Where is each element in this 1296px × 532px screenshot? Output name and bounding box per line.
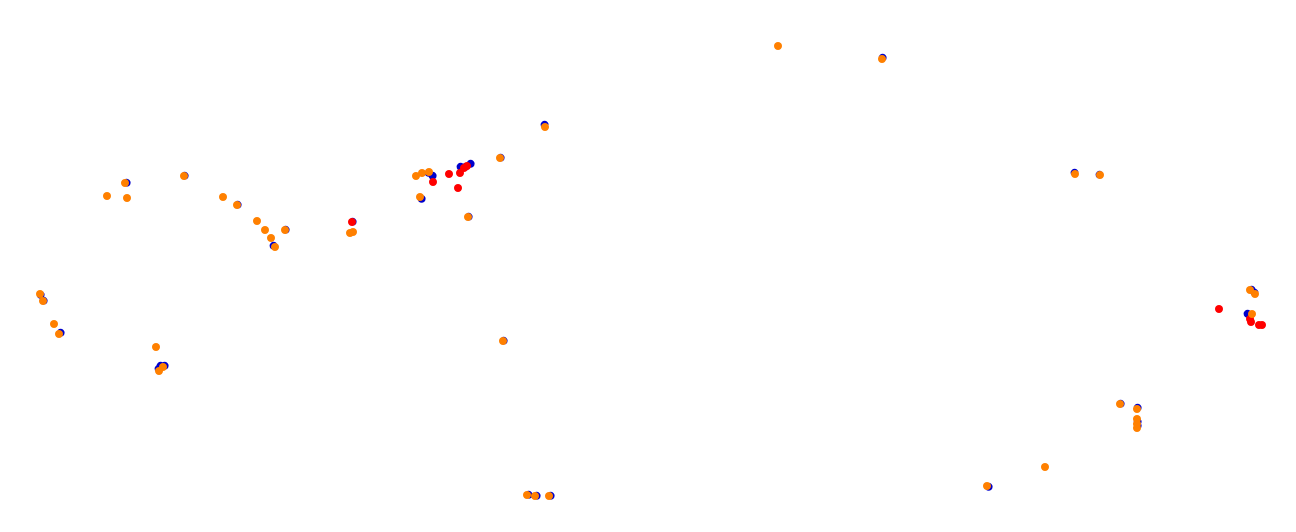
data-point xyxy=(774,42,782,50)
data-point xyxy=(261,226,269,234)
data-point xyxy=(1096,171,1104,179)
data-point xyxy=(233,201,241,209)
data-point xyxy=(1215,305,1223,313)
data-point xyxy=(418,169,426,177)
data-point xyxy=(39,297,47,305)
data-point xyxy=(1258,321,1266,329)
data-point xyxy=(219,193,227,201)
data-point xyxy=(159,363,167,371)
data-point xyxy=(1041,463,1049,471)
data-point xyxy=(454,184,462,192)
data-point xyxy=(425,168,433,176)
data-point xyxy=(1071,170,1079,178)
data-point xyxy=(349,228,357,236)
data-point xyxy=(545,492,553,500)
data-point xyxy=(55,330,63,338)
data-point xyxy=(1133,424,1141,432)
data-point xyxy=(429,178,437,186)
data-point xyxy=(541,123,549,131)
data-point xyxy=(983,482,991,490)
data-point xyxy=(463,162,471,170)
data-point xyxy=(253,217,261,225)
data-point xyxy=(267,234,275,242)
data-point xyxy=(348,218,356,226)
data-point xyxy=(1248,310,1256,318)
data-point xyxy=(121,179,129,187)
data-point xyxy=(50,320,58,328)
data-point xyxy=(445,170,453,178)
data-point xyxy=(281,226,289,234)
data-point xyxy=(496,154,504,162)
data-point xyxy=(1116,400,1124,408)
series-red xyxy=(348,162,1266,329)
data-point xyxy=(271,243,279,251)
data-point xyxy=(123,194,131,202)
data-point xyxy=(36,290,44,298)
data-point xyxy=(103,192,111,200)
data-point xyxy=(180,172,188,180)
series-orange xyxy=(36,42,1259,500)
data-point xyxy=(1133,405,1141,413)
data-point xyxy=(499,337,507,345)
data-point xyxy=(152,343,160,351)
data-point xyxy=(1246,286,1254,294)
data-point xyxy=(531,492,539,500)
data-point xyxy=(523,491,531,499)
series-blue xyxy=(36,53,1259,500)
data-point xyxy=(878,55,886,63)
data-point xyxy=(416,193,424,201)
data-point xyxy=(412,172,420,180)
data-point xyxy=(464,213,472,221)
